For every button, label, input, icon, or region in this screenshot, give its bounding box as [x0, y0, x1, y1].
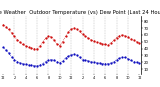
Title: Milwaukee Weather  Outdoor Temperature (vs) Dew Point (Last 24 Hours): Milwaukee Weather Outdoor Temperature (v… [0, 10, 160, 15]
